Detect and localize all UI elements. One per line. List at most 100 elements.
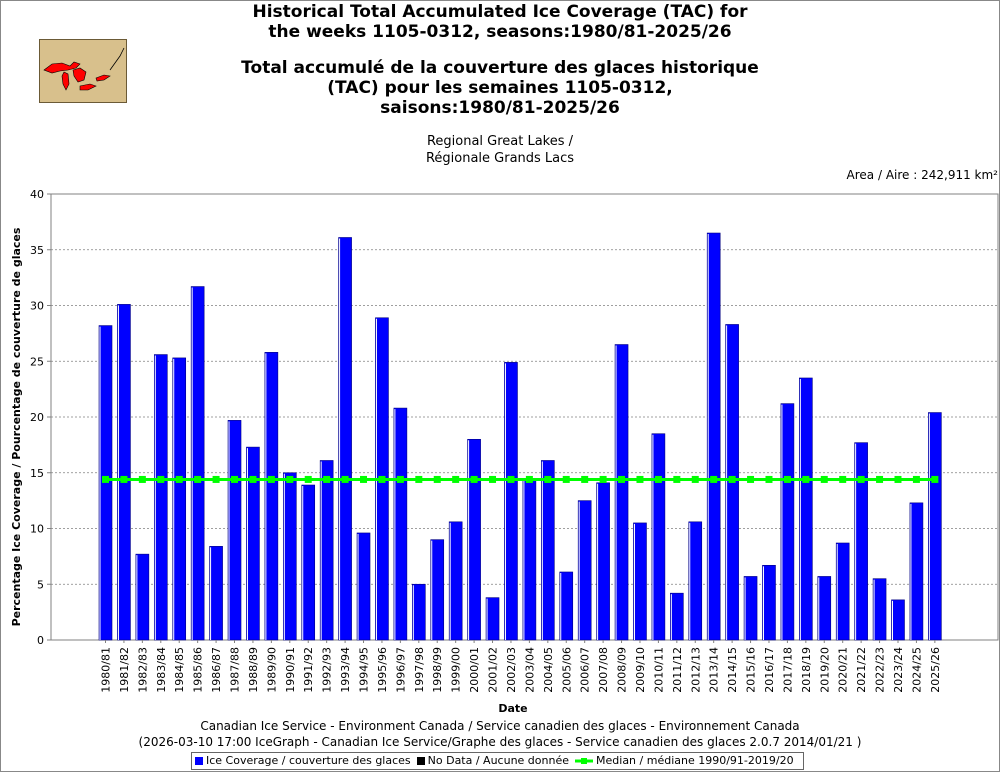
bar	[412, 583, 426, 641]
x-tick-label: 2003/04	[523, 647, 536, 693]
x-tick-label: 2025/26	[929, 647, 942, 693]
bar	[854, 442, 868, 641]
median-marker	[802, 475, 810, 483]
median-marker	[765, 475, 773, 483]
median-marker	[102, 475, 109, 483]
bar	[909, 502, 924, 641]
median-marker	[415, 475, 423, 483]
median-marker	[360, 475, 368, 483]
bar	[633, 522, 647, 641]
chart-title-fr-1: Total accumulé de la couverture des glac…	[241, 58, 759, 78]
median-marker	[747, 475, 755, 483]
y-tick-label: 20	[30, 411, 44, 424]
y-tick-label: 25	[30, 355, 44, 368]
bar	[319, 460, 334, 641]
chart-legend: Ice Coverage / couverture des glaces No …	[191, 752, 804, 770]
median-marker	[231, 475, 239, 483]
median-marker	[286, 475, 294, 483]
chart-title-fr-2: (TAC) pour les semaines 1105-0312,	[327, 78, 673, 98]
legend-swatch-nodata	[416, 757, 425, 765]
bar	[282, 472, 297, 641]
median-marker	[433, 475, 441, 483]
median-marker	[249, 475, 257, 483]
median-marker	[636, 475, 644, 483]
bar	[153, 354, 168, 641]
median-marker	[452, 475, 460, 483]
legend-swatch-median	[575, 758, 594, 764]
chart-title-en-1: Historical Total Accumulated Ice Coverag…	[252, 2, 748, 22]
y-tick-label: 5	[37, 578, 44, 591]
footer-line-1: Canadian Ice Service - Environment Canad…	[200, 719, 800, 733]
legend-item-ice: Ice Coverage / couverture des glaces	[195, 753, 411, 769]
median-marker	[562, 475, 570, 483]
bar	[190, 286, 205, 641]
great-lakes-map-logo	[39, 39, 127, 103]
median-marker	[194, 475, 202, 483]
x-tick-label: 2004/05	[542, 647, 555, 693]
x-tick-label: 2018/19	[800, 647, 813, 693]
x-tick-label: 1991/92	[302, 647, 315, 693]
x-tick-label: 2005/06	[560, 647, 573, 693]
median-marker	[157, 475, 165, 483]
x-tick-label: 2002/03	[505, 647, 518, 693]
x-tick-label: 2020/21	[837, 647, 850, 693]
bar	[559, 571, 574, 641]
x-tick-label: 2008/09	[616, 647, 629, 693]
legend-item-median: Median / médiane 1990/91-2019/20	[575, 753, 794, 769]
x-axis-label: Date	[498, 702, 527, 715]
median-marker	[599, 475, 607, 483]
bar	[467, 438, 481, 641]
bar	[301, 484, 316, 641]
x-tick-label: 1980/81	[100, 647, 113, 693]
footer-line-2: (2026-03-10 17:00 IceGraph - Canadian Ic…	[138, 735, 862, 749]
median-marker	[378, 475, 386, 483]
median-marker	[267, 475, 275, 483]
legend-label-median: Median / médiane 1990/91-2019/20	[596, 754, 794, 767]
bar	[117, 304, 131, 641]
x-tick-label: 2015/16	[745, 647, 758, 693]
median-marker	[341, 475, 349, 483]
bar	[743, 576, 758, 641]
bar	[522, 478, 537, 641]
x-tick-label: 2001/02	[487, 647, 500, 693]
median-marker	[894, 475, 902, 483]
bar	[872, 578, 887, 641]
bar	[614, 344, 629, 641]
x-tick-label: 1988/89	[247, 647, 260, 693]
bar	[762, 564, 776, 641]
x-tick-label: 1994/95	[358, 647, 371, 693]
x-tick-label: 1982/83	[136, 647, 149, 693]
bar	[891, 599, 905, 641]
x-tick-label: 2007/08	[597, 647, 610, 693]
bar	[651, 433, 666, 641]
y-axis-label: Percentage Ice Coverage / Pourcentage de…	[10, 227, 23, 626]
bar	[596, 482, 610, 641]
median-marker	[839, 475, 847, 483]
x-tick-label: 1990/91	[284, 647, 297, 693]
bar	[430, 539, 445, 641]
x-tick-label: 2011/12	[671, 647, 684, 693]
x-tick-label: 2023/24	[892, 647, 905, 693]
x-tick-label: 1995/96	[376, 647, 389, 693]
bar	[448, 521, 463, 641]
median-marker	[654, 475, 662, 483]
bar	[264, 352, 279, 641]
x-tick-label: 1996/97	[394, 647, 407, 693]
x-tick-label: 2009/10	[634, 647, 647, 693]
bar	[577, 500, 592, 641]
bar	[393, 407, 408, 641]
x-tick-label: 2017/18	[781, 647, 794, 693]
bar	[356, 532, 371, 641]
y-tick-label: 35	[30, 244, 44, 257]
x-tick-label: 1983/84	[155, 647, 168, 693]
median-marker	[581, 475, 589, 483]
bar	[338, 237, 352, 641]
median-marker	[673, 475, 681, 483]
x-tick-label: 1999/00	[450, 647, 463, 693]
median-marker	[876, 475, 884, 483]
x-tick-label: 1989/90	[265, 647, 278, 693]
bar	[780, 403, 795, 641]
median-marker	[525, 475, 533, 483]
median-marker	[489, 475, 497, 483]
x-tick-label: 1992/93	[321, 647, 334, 693]
